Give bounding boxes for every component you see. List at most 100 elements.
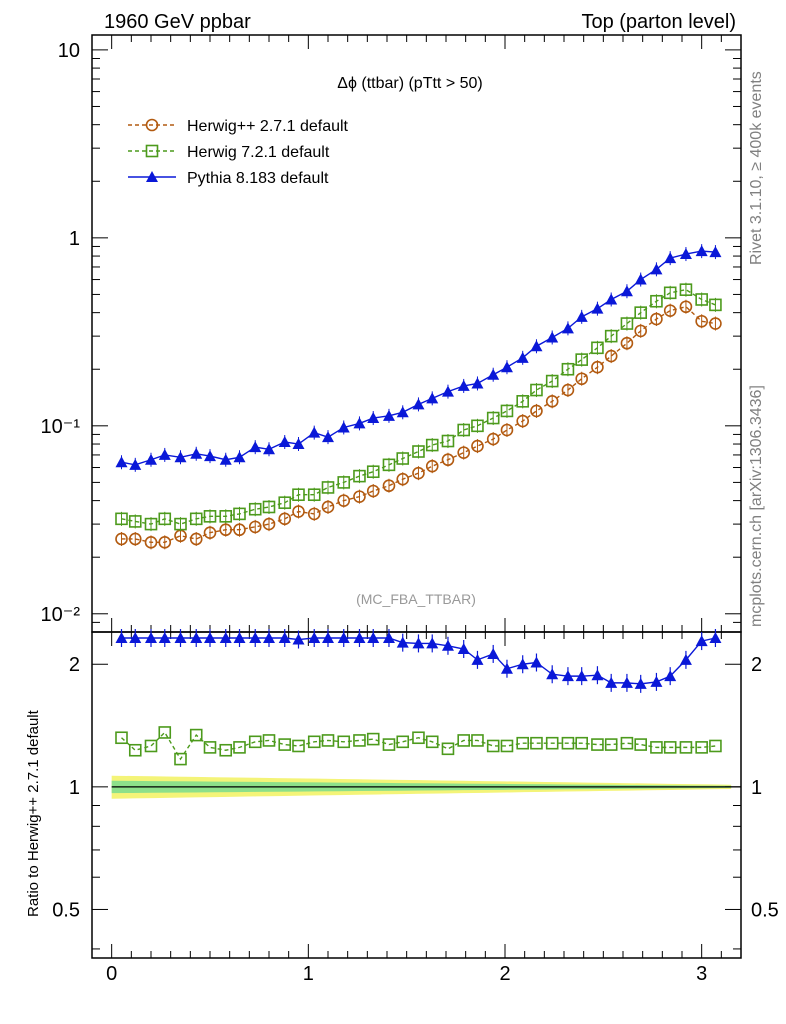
- pythia-8-183-default-point: [367, 412, 380, 424]
- herwig-2-7-1-default-point: [604, 349, 618, 363]
- herwig-7-2-1-default-ratio-point: [233, 741, 246, 754]
- rivet-version-text: Rivet 3.1.10, ≥ 400k events: [748, 71, 765, 265]
- x-tick-label: 3: [696, 963, 707, 985]
- ratio-y-tick-label-right: 1: [751, 777, 762, 799]
- herwig-7-2-1-default-point: [366, 465, 380, 479]
- herwig-2-7-1-default-point: [441, 453, 455, 467]
- pythia-8-183-default-ratio-point: [158, 632, 171, 643]
- herwig-2-7-1-default-point: [516, 414, 530, 428]
- herwig-2-7-1-default-point: [545, 395, 559, 408]
- herwig-2-7-1-default-point: [292, 505, 305, 518]
- herwig-7-2-1-default-point: [679, 283, 693, 296]
- pythia-8-183-default-line: [121, 250, 716, 466]
- herwig-7-2-1-default-ratio-point: [396, 735, 410, 749]
- herwig-2-7-1-default-point: [486, 432, 500, 446]
- herwig-2-7-1-default-point: [634, 324, 648, 338]
- herwig-2-7-1-default-point: [233, 523, 246, 537]
- herwig-2-7-1-default-point: [679, 300, 693, 314]
- pythia-8-183-default-ratio-point: [249, 632, 262, 643]
- herwig-7-2-1-default-point: [530, 383, 543, 397]
- herwig-7-2-1-default-ratio-point: [663, 741, 677, 754]
- herwig-2-7-1-default-point: [412, 466, 425, 480]
- pythia-8-183-default-ratio-point: [487, 647, 500, 659]
- pythia-8-183-default-ratio-point: [308, 632, 321, 643]
- herwig-7-2-1-default-point: [382, 458, 396, 472]
- herwig-7-2-1-default-point: [634, 306, 648, 319]
- herwig-7-2-1-default-ratio-point: [575, 736, 589, 750]
- herwig-7-2-1-default-point: [441, 434, 455, 448]
- herwig-2-7-1-default-legend-marker: [145, 118, 159, 132]
- pythia-8-183-default-ratio-point: [546, 668, 559, 680]
- pythia-8-183-default-point: [546, 331, 559, 343]
- herwig-7-2-1-default-point: [337, 476, 351, 489]
- herwig-7-2-1-default-point: [396, 452, 410, 465]
- herwig-7-2-1-default-point: [307, 488, 321, 502]
- herwig-2-7-1-default-point: [189, 532, 203, 546]
- herwig-7-2-1-default-ratio-point: [457, 734, 471, 747]
- pythia-8-183-default-point: [471, 377, 484, 389]
- herwig-7-2-1-default-ratio-point: [695, 741, 708, 754]
- herwig-7-2-1-default-point: [144, 517, 158, 531]
- pythia-8-183-default-point: [308, 426, 321, 438]
- x-tick-label: 1: [303, 963, 314, 985]
- analysis-tag: (MC_FBA_TTBAR): [356, 591, 476, 607]
- herwig-2-7-1-default-point: [366, 484, 380, 498]
- herwig-7-2-1-default-point: [663, 286, 677, 300]
- ratio-ylabel: Ratio to Herwig++ 2.7.1 default: [25, 709, 42, 917]
- herwig-2-7-1-default-point: [530, 404, 543, 418]
- herwig-7-2-1-default-ratio-point: [292, 739, 305, 753]
- pythia-8-183-default-point: [620, 285, 633, 297]
- pythia-8-183-default-ratio-point: [292, 633, 305, 645]
- pythia-8-183-default-legend-label: Pythia 8.183 default: [187, 170, 329, 187]
- pythia-8-183-default-point: [575, 310, 588, 322]
- herwig-7-2-1-default-ratio-point: [278, 738, 292, 751]
- pythia-8-183-default-point: [337, 421, 350, 433]
- pythia-8-183-default-point: [561, 322, 574, 334]
- pythia-8-183-default-ratio-point: [233, 632, 246, 643]
- herwig-7-2-1-default-point: [321, 481, 335, 494]
- header-left-title: 1960 GeV ppbar: [104, 11, 251, 33]
- pythia-8-183-default-ratio-point: [695, 635, 708, 647]
- x-tick-label: 2: [499, 963, 510, 985]
- herwig-7-2-1-default-point: [115, 512, 128, 526]
- pythia-8-183-default-point: [530, 340, 543, 352]
- pythia-8-183-default-ratio-point: [530, 656, 543, 668]
- pythia-8-183-default-ratio-point: [337, 632, 350, 643]
- herwig-7-2-1-default-ratio-point: [486, 739, 500, 753]
- herwig-7-2-1-default-point: [219, 510, 233, 523]
- herwig-2-7-1-default-point: [115, 532, 128, 546]
- ratio-y-tick-label-right: 0.5: [751, 899, 779, 921]
- herwig-7-2-1-default-ratio-point: [500, 739, 514, 753]
- main-series-group: [115, 244, 722, 550]
- herwig-7-2-1-default-ratio-point: [174, 752, 187, 766]
- pythia-8-183-default-ratio-point: [174, 632, 187, 643]
- herwig-7-2-1-default-ratio-line: [121, 731, 716, 761]
- main-y-tick-label: 10⁻¹: [41, 416, 81, 438]
- pythia-8-183-default-ratio-point: [129, 632, 142, 643]
- herwig-7-2-1-default-point: [695, 293, 708, 306]
- pythia-8-183-default-ratio-point: [591, 669, 604, 681]
- herwig-2-7-1-default-point: [321, 500, 335, 514]
- ratio-y-tick-label: 1: [69, 777, 80, 799]
- pythia-8-183-default-point: [709, 246, 722, 258]
- legend: Herwig++ 2.7.1 default Herwig 7.2.1 defau…: [128, 118, 349, 187]
- herwig-7-2-1-default-point: [620, 317, 634, 330]
- pythia-8-183-default-point: [145, 453, 157, 465]
- pythia-8-183-default-point: [322, 431, 334, 443]
- herwig-2-7-1-default-point: [457, 446, 471, 459]
- pythia-8-183-default-ratio-point: [382, 632, 395, 643]
- herwig-7-2-1-default-point: [262, 500, 276, 514]
- herwig-7-2-1-default-ratio-point: [620, 736, 634, 750]
- main-y-tick-label: 10⁻²: [41, 604, 81, 626]
- pythia-8-183-default-ratio-point: [709, 632, 722, 643]
- pythia-8-183-default-ratio-point: [412, 637, 425, 649]
- pythia-8-183-default-ratio-point: [367, 632, 380, 643]
- ratio-series-group: [111, 629, 741, 788]
- herwig-7-2-1-default-ratio-point: [115, 731, 128, 745]
- herwig-2-7-1-default-point: [425, 459, 439, 473]
- herwig-7-2-1-default-ratio-point: [128, 743, 142, 757]
- herwig-7-2-1-default-point: [545, 374, 559, 388]
- herwig-2-7-1-default-point: [248, 520, 262, 534]
- herwig-7-2-1-default-ratio-point: [530, 736, 543, 750]
- mcplots-text: mcplots.cern.ch [arXiv:1306.3436]: [748, 385, 765, 627]
